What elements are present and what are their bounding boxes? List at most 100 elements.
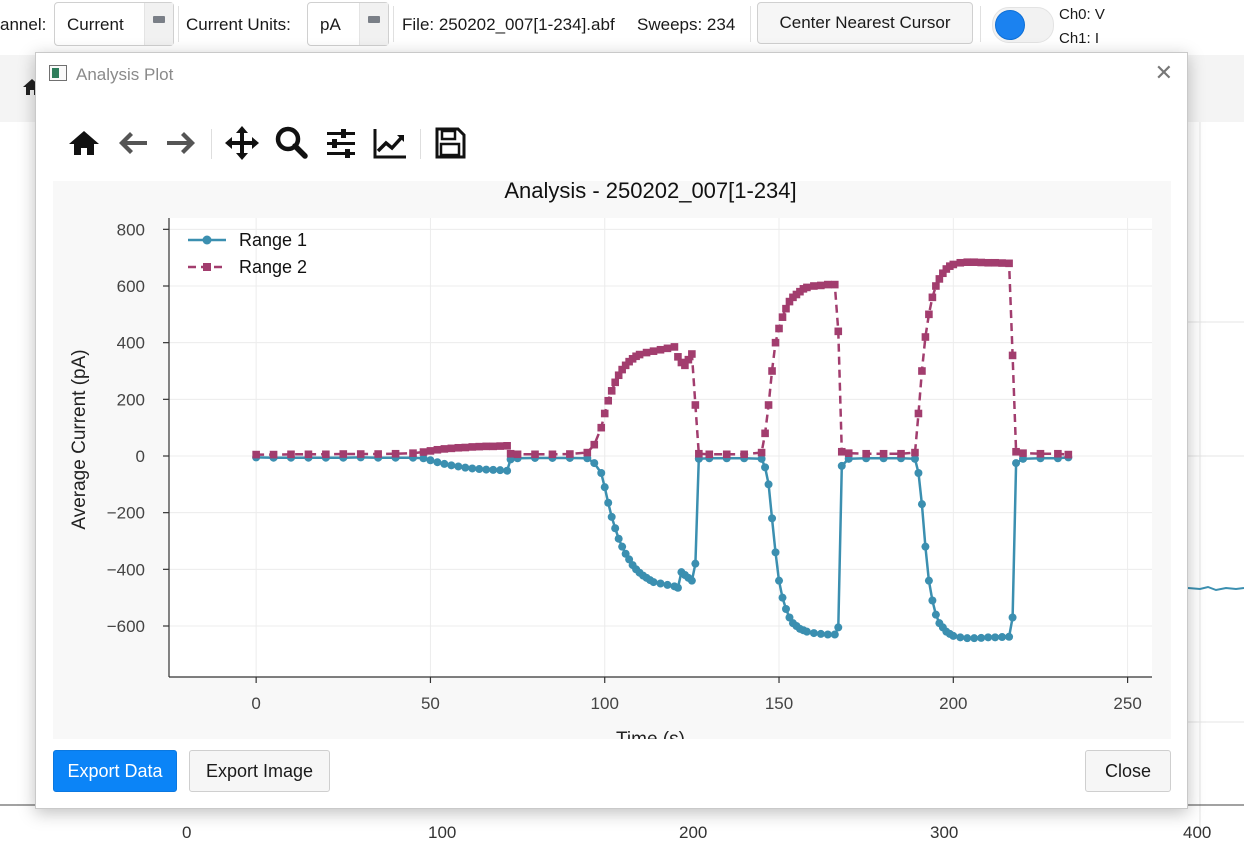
- data-point: [1064, 450, 1073, 459]
- x-tick-label: 150: [765, 694, 793, 713]
- chart-legend: Range 1 Range 2: [188, 230, 307, 277]
- data-point: [503, 466, 512, 475]
- data-point: [757, 454, 766, 463]
- y-tick-label: 600: [117, 277, 145, 296]
- export-image-button[interactable]: Export Image: [189, 750, 330, 792]
- data-point: [771, 338, 780, 347]
- data-point: [785, 297, 794, 306]
- data-point: [489, 465, 498, 474]
- data-point: [977, 633, 986, 642]
- x-tick-label: 100: [591, 694, 619, 713]
- data-point: [611, 378, 619, 387]
- data-point: [956, 258, 965, 267]
- data-point: [614, 534, 623, 543]
- data-point: [468, 443, 477, 451]
- data-point: [461, 443, 470, 452]
- chart-svg: 0 50 100 150 200 250 800 600 400 200 0 −200 −400 −600…: [69, 181, 1152, 739]
- data-point: [604, 498, 613, 507]
- data-point: [939, 269, 947, 278]
- data-point: [597, 469, 606, 477]
- data-point: [691, 559, 700, 568]
- subplots-config-icon[interactable]: [321, 123, 361, 163]
- toolbar-separator: [980, 6, 981, 42]
- data-point: [837, 461, 846, 470]
- data-point: [768, 514, 777, 523]
- data-point: [1012, 447, 1020, 456]
- data-point: [287, 450, 295, 459]
- app-window-icon: [49, 65, 67, 81]
- data-point: [503, 442, 511, 450]
- data-point: [768, 367, 776, 375]
- data-point: [468, 464, 477, 473]
- data-point: [956, 633, 965, 642]
- analysis-plot-dialog: Analysis Plot ✕: [35, 52, 1188, 809]
- data-point: [991, 633, 1000, 642]
- data-point: [837, 447, 846, 456]
- analysis-chart[interactable]: 0 50 100 150 200 250 800 600 400 200 0 −200 −400 −600…: [53, 181, 1171, 739]
- data-point: [1036, 449, 1045, 458]
- data-point: [447, 444, 456, 453]
- x-tick-label: 250: [1113, 694, 1141, 713]
- data-point: [1019, 449, 1027, 457]
- data-point: [931, 610, 940, 619]
- y-tick-label: 200: [117, 390, 145, 409]
- bg-x-tick: 200: [679, 823, 708, 842]
- data-point: [642, 348, 651, 357]
- save-icon[interactable]: [430, 123, 470, 163]
- edit-curves-icon[interactable]: [370, 123, 410, 163]
- dropdown-arrow-icon: [144, 3, 173, 45]
- data-point: [339, 450, 348, 458]
- data-point: [802, 627, 811, 636]
- forward-arrow-icon[interactable]: [161, 123, 201, 163]
- data-point: [771, 548, 780, 557]
- data-point: [604, 396, 613, 405]
- channel-toggle[interactable]: [992, 7, 1054, 43]
- data-point: [656, 579, 665, 588]
- home-icon[interactable]: [64, 123, 104, 163]
- x-tick-label: 200: [939, 694, 967, 713]
- data-point: [607, 387, 616, 395]
- back-arrow-icon[interactable]: [113, 123, 153, 163]
- zoom-icon[interactable]: [271, 123, 311, 163]
- data-point: [963, 258, 972, 266]
- pan-icon[interactable]: [222, 123, 262, 163]
- data-point: [914, 409, 923, 418]
- data-point: [740, 450, 748, 459]
- file-info: File: 250202_007[1-234].abf: [402, 15, 615, 34]
- toolbar-separator: [178, 6, 179, 42]
- data-point: [921, 333, 930, 341]
- data-point: [925, 310, 933, 319]
- data-point: [391, 449, 400, 458]
- dialog-title: Analysis Plot: [76, 65, 174, 84]
- data-point: [419, 448, 428, 456]
- data-point: [590, 459, 599, 468]
- bg-x-tick: 0: [182, 823, 192, 842]
- units-select[interactable]: pA: [307, 2, 389, 46]
- data-point: [426, 456, 435, 465]
- data-point: [928, 293, 937, 302]
- export-data-button[interactable]: Export Data: [53, 750, 177, 792]
- close-button[interactable]: Close: [1085, 750, 1171, 792]
- channel-select[interactable]: Current: [54, 2, 174, 46]
- data-point: [932, 282, 940, 290]
- data-point: [921, 542, 930, 551]
- center-nearest-cursor-button[interactable]: Center Nearest Cursor: [757, 2, 973, 44]
- data-point: [823, 630, 832, 639]
- data-point: [691, 401, 700, 409]
- data-point: [506, 449, 515, 458]
- y-axis-label: Average Current (pA): [69, 349, 90, 529]
- data-point: [447, 461, 456, 470]
- data-point: [824, 280, 832, 289]
- bg-x-tick: 400: [1183, 823, 1212, 842]
- main-toolbar: annel: Current Current Units: pA File: 2…: [0, 0, 1244, 50]
- close-icon[interactable]: ✕: [1154, 61, 1173, 86]
- legend-marker-2: [203, 263, 211, 271]
- data-point: [984, 258, 992, 267]
- legend-label-range-1: Range 1: [239, 230, 307, 250]
- data-point: [963, 634, 972, 643]
- data-point: [618, 542, 627, 551]
- y-tick-label: 400: [117, 334, 145, 353]
- data-point: [409, 449, 417, 457]
- data-point: [454, 443, 463, 452]
- x-tick-label: 50: [421, 694, 440, 713]
